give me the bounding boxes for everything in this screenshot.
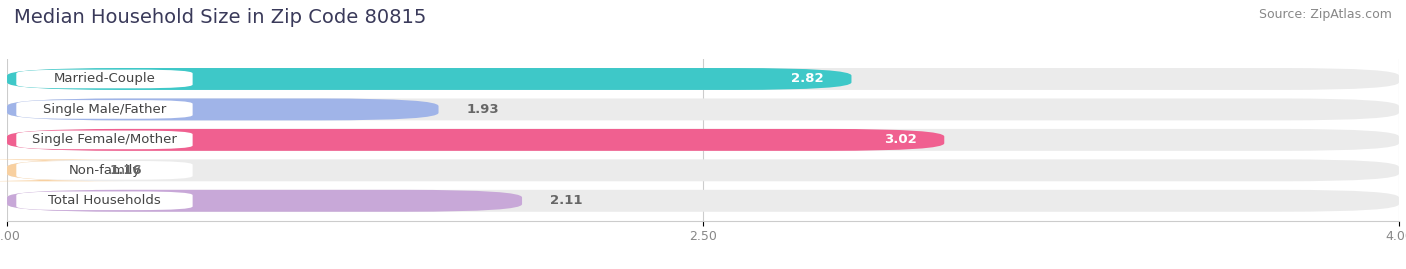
Text: 1.16: 1.16	[110, 164, 142, 177]
FancyBboxPatch shape	[7, 68, 1399, 90]
FancyBboxPatch shape	[17, 70, 193, 88]
FancyBboxPatch shape	[7, 159, 1399, 181]
FancyBboxPatch shape	[7, 68, 852, 90]
Text: 2.11: 2.11	[550, 194, 582, 207]
FancyBboxPatch shape	[7, 190, 1399, 212]
FancyBboxPatch shape	[7, 98, 439, 121]
FancyBboxPatch shape	[7, 98, 1399, 121]
FancyBboxPatch shape	[17, 130, 193, 149]
FancyBboxPatch shape	[7, 129, 945, 151]
FancyBboxPatch shape	[7, 190, 522, 212]
Text: Single Female/Mother: Single Female/Mother	[32, 133, 177, 146]
FancyBboxPatch shape	[17, 192, 193, 210]
Text: Non-family: Non-family	[69, 164, 141, 177]
Text: 3.02: 3.02	[884, 133, 917, 146]
FancyBboxPatch shape	[0, 159, 124, 181]
FancyBboxPatch shape	[7, 129, 1399, 151]
Text: Source: ZipAtlas.com: Source: ZipAtlas.com	[1258, 8, 1392, 21]
FancyBboxPatch shape	[17, 161, 193, 180]
Text: 1.93: 1.93	[467, 103, 499, 116]
Text: Married-Couple: Married-Couple	[53, 72, 156, 86]
Text: Median Household Size in Zip Code 80815: Median Household Size in Zip Code 80815	[14, 8, 426, 27]
Text: Total Households: Total Households	[48, 194, 160, 207]
Text: 2.82: 2.82	[792, 72, 824, 86]
Text: Single Male/Father: Single Male/Father	[42, 103, 166, 116]
FancyBboxPatch shape	[17, 100, 193, 119]
